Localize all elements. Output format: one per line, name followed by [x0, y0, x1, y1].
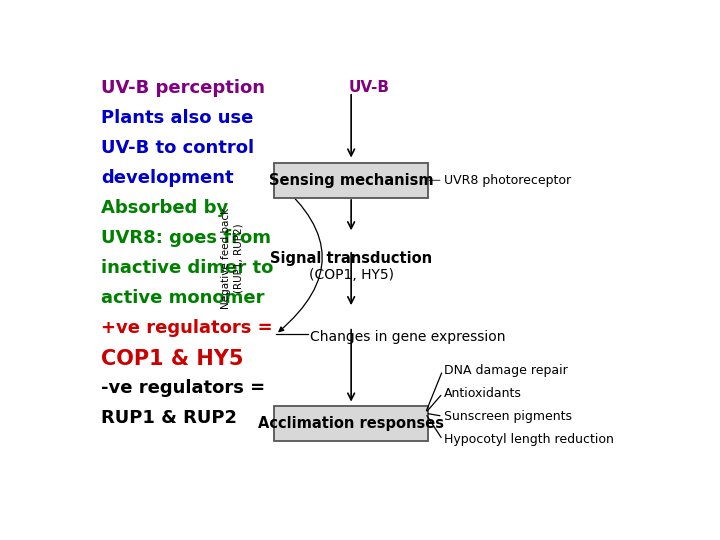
Text: Plants also use: Plants also use: [101, 109, 253, 127]
Text: UV-B to control: UV-B to control: [101, 139, 254, 157]
Text: development: development: [101, 169, 234, 187]
Text: Sensing mechanism: Sensing mechanism: [269, 173, 433, 188]
Text: Negative feed back
(RUP1, RUP2): Negative feed back (RUP1, RUP2): [222, 207, 243, 309]
Text: inactive dimer to: inactive dimer to: [101, 259, 274, 277]
Text: DNA damage repair: DNA damage repair: [444, 364, 568, 377]
Text: UVR8: goes from: UVR8: goes from: [101, 229, 271, 247]
Text: Acclimation responses: Acclimation responses: [258, 416, 444, 431]
Text: Absorbed by: Absorbed by: [101, 199, 228, 217]
Text: active monomer: active monomer: [101, 289, 265, 307]
Text: (COP1, HY5): (COP1, HY5): [309, 268, 394, 282]
Text: COP1 & HY5: COP1 & HY5: [101, 349, 243, 369]
Text: Signal transduction: Signal transduction: [270, 251, 432, 266]
FancyArrowPatch shape: [278, 182, 323, 332]
Text: Antioxidants: Antioxidants: [444, 387, 522, 400]
Text: UV-B: UV-B: [348, 80, 390, 95]
Text: Changes in gene expression: Changes in gene expression: [310, 330, 506, 344]
FancyBboxPatch shape: [274, 163, 428, 198]
Text: UV-B perception: UV-B perception: [101, 79, 265, 97]
Text: RUP1 & RUP2: RUP1 & RUP2: [101, 409, 237, 427]
Text: Sunscreen pigments: Sunscreen pigments: [444, 410, 572, 423]
Text: -ve regulators =: -ve regulators =: [101, 379, 265, 397]
Text: UVR8 photoreceptor: UVR8 photoreceptor: [444, 174, 572, 187]
Text: +ve regulators =: +ve regulators =: [101, 319, 273, 337]
FancyBboxPatch shape: [274, 406, 428, 441]
Text: Hypocotyl length reduction: Hypocotyl length reduction: [444, 434, 614, 447]
